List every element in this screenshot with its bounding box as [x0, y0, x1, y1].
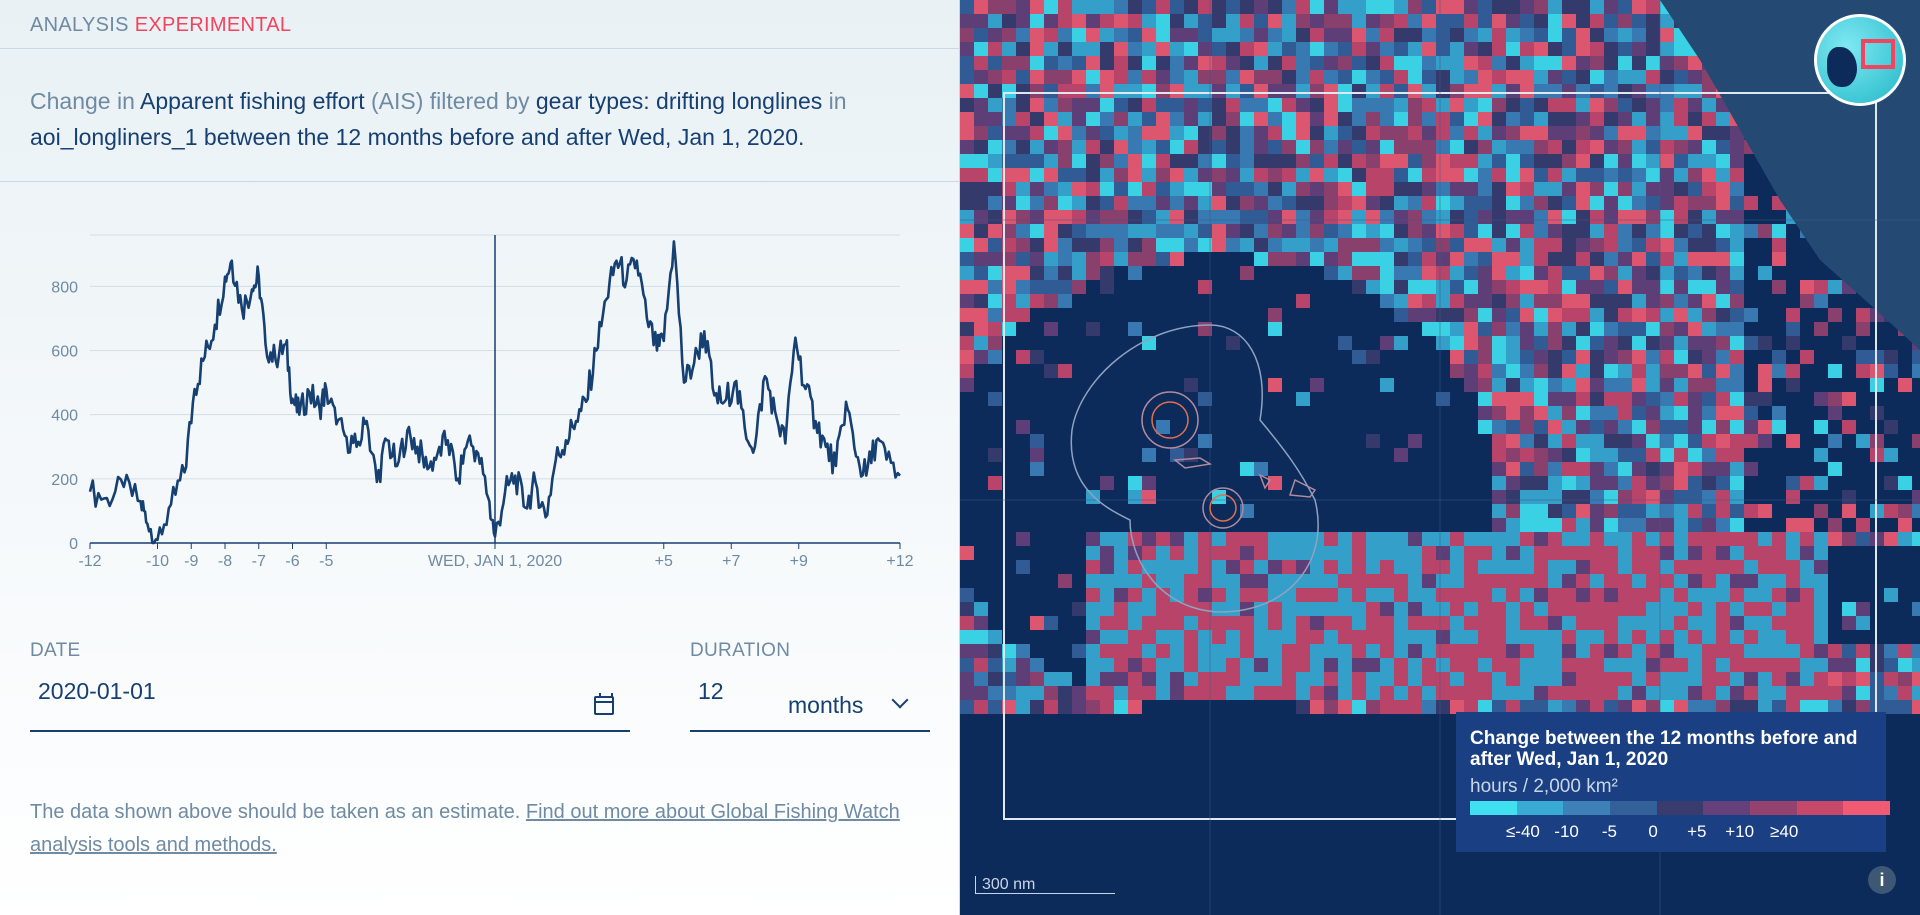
legend-swatch: [1610, 801, 1657, 815]
summary-filter: gear types: drifting longlines: [535, 88, 823, 114]
map-legend: Change between the 12 months before and …: [1456, 712, 1891, 852]
scale-bar: 300 nm: [975, 876, 1115, 894]
legend-swatch: [1843, 801, 1891, 815]
x-tick-label: -7: [252, 553, 266, 570]
map-view[interactable]: Change between the 12 months before and …: [960, 0, 1920, 915]
summary-text: (AIS) filtered by: [364, 88, 536, 114]
island-zone: [1141, 391, 1199, 449]
analysis-panel: ANALYSIS EXPERIMENTAL Change in Apparent …: [0, 0, 960, 915]
duration-input[interactable]: 12: [690, 672, 780, 732]
evolution-chart: 0 200 400 600 800 -12 -10 -9 -8 -7 -6 -5 WED, JAN 1,…: [0, 220, 960, 580]
summary-dataset: Apparent fishing effort: [139, 88, 365, 114]
y-tick-label: 800: [51, 279, 78, 296]
legend-tick-label: 0: [1648, 822, 1658, 841]
map-canvas[interactable]: [960, 0, 1920, 915]
y-tick-label: 200: [51, 472, 78, 489]
chevron-down-icon: [891, 691, 909, 709]
summary-area: aoi_longliners_1 between the 12 months b…: [30, 124, 805, 150]
methods-link[interactable]: Find out more about Global Fishing Watch…: [30, 801, 900, 856]
y-tick-label: 0: [69, 536, 78, 553]
legend-swatch: [1656, 801, 1704, 815]
legend-swatch: [1796, 801, 1844, 815]
legend-tick-label: -5: [1601, 822, 1617, 841]
x-tick-label: -6: [285, 553, 299, 570]
legend-unit: hours / 2,000 km²: [1470, 776, 1618, 797]
legend-tick-label: ≤-40: [1505, 822, 1540, 841]
summary-text: Change in: [30, 88, 140, 114]
legend-swatch: [1470, 801, 1517, 815]
legend-ticks: ≤-40 -10 -5 0 +5 +10 ≥40: [1470, 822, 1890, 844]
legend-tick-label: ≥40: [1770, 822, 1799, 841]
duration-unit-value: months: [788, 692, 864, 718]
legend-swatch: [1750, 801, 1797, 815]
x-tick-label: +9: [790, 553, 808, 570]
y-tick-label: 600: [51, 344, 78, 361]
x-tick-label: +12: [886, 553, 913, 570]
globe-icon[interactable]: [1814, 14, 1906, 106]
legend-swatch: [1703, 801, 1751, 815]
x-tick-label: -8: [218, 553, 232, 570]
duration-unit-select[interactable]: months: [780, 672, 930, 732]
legend-color-ramp: [1470, 801, 1891, 815]
disclaimer: The data shown above should be taken as …: [30, 796, 910, 862]
legend-title: Change between the 12 months before and …: [1470, 728, 1858, 770]
calendar-icon[interactable]: [594, 693, 614, 715]
x-tick-label: +7: [722, 553, 740, 570]
x-tick-label: -12: [78, 553, 101, 570]
disclaimer-text: The data shown above should be taken as …: [30, 801, 526, 823]
x-tick-label: +5: [655, 553, 673, 570]
series-line: [88, 240, 901, 545]
x-tick-label: -9: [184, 553, 198, 570]
x-tick-label: -10: [146, 553, 169, 570]
duration-value: 12: [698, 678, 724, 704]
legend-tick-label: +10: [1725, 822, 1755, 841]
eez-boundary: [1070, 324, 1319, 613]
x-tick-label: WED, JAN 1, 2020: [428, 553, 562, 570]
analysis-title: ANALYSIS: [30, 14, 129, 36]
chart-svg: 0 200 400 600 800 -12 -10 -9 -8 -7 -6 -5 WED, JAN 1,…: [51, 234, 914, 570]
island-zone: [1202, 487, 1244, 529]
analysis-summary: Change in Apparent fishing effort (AIS) …: [0, 49, 959, 182]
island-zone-inner: [1151, 401, 1189, 439]
date-label: DATE: [30, 640, 81, 661]
experimental-badge: EXPERIMENTAL: [134, 14, 292, 36]
summary-text: in: [822, 88, 847, 114]
duration-label: DURATION: [690, 640, 791, 661]
y-tick-label: 400: [51, 408, 78, 425]
date-value: 2020-01-01: [38, 678, 156, 704]
legend-swatch: [1516, 801, 1564, 815]
legend-tick-label: -10: [1554, 822, 1579, 841]
date-input[interactable]: 2020-01-01: [30, 672, 630, 732]
info-icon[interactable]: i: [1868, 866, 1896, 894]
x-tick-label: -5: [319, 553, 333, 570]
legend-swatch: [1563, 801, 1611, 815]
island-zone-inner: [1209, 494, 1237, 522]
panel-header: ANALYSIS EXPERIMENTAL: [0, 0, 959, 49]
legend-tick-label: +5: [1687, 822, 1707, 841]
